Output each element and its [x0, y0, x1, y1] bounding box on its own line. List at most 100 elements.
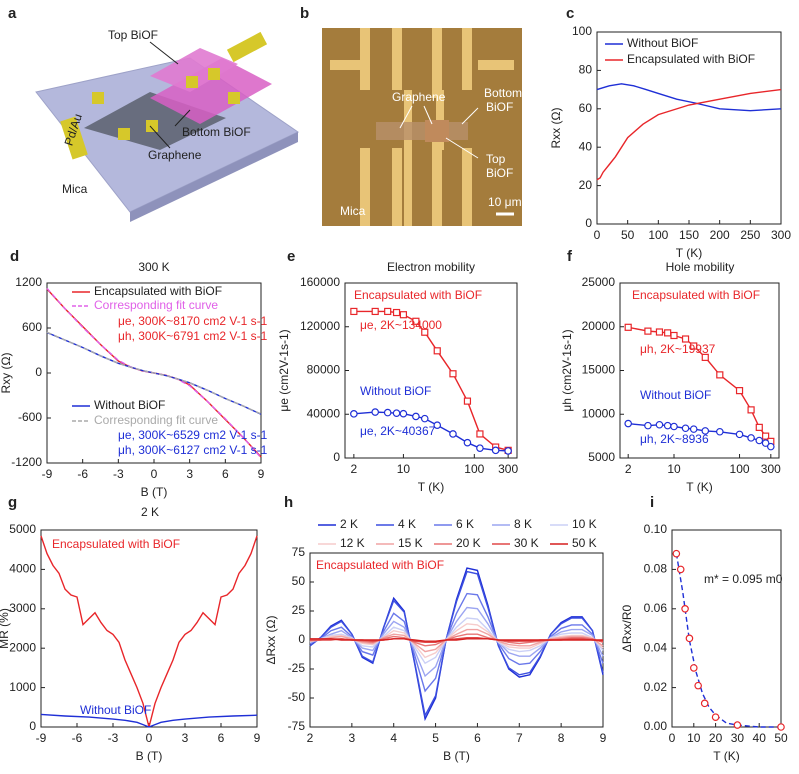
marker: [700, 699, 709, 708]
y-tick-label: 20: [579, 178, 593, 192]
marker: [371, 307, 379, 316]
marker: [689, 425, 698, 433]
y-tick-label: 20000: [582, 319, 616, 333]
y-tick-label: 0: [585, 216, 592, 230]
label: Top: [486, 152, 506, 166]
y-axis-label: Rxy (Ω): [0, 353, 13, 394]
x-tick-label: -9: [36, 731, 47, 745]
x-tick-label: 100: [730, 462, 750, 476]
x-tick-label: 6: [218, 731, 225, 745]
marker: [685, 634, 694, 643]
y-tick-label: 0: [29, 719, 36, 733]
marker: [762, 432, 770, 440]
y-axis-label: μh (cm2V-1s-1): [560, 329, 574, 411]
series-line: [46, 331, 262, 415]
series-line: [40, 713, 258, 728]
y-tick-label: 75: [292, 545, 306, 559]
chart-panel: g 2 K -9 -6 -3 0 3 6 9 0 1000 2000 3000 4000 5000 B (T)…: [0, 494, 261, 763]
marker: [701, 427, 710, 435]
y-tick-label: 2000: [9, 640, 36, 654]
annotation: Without BiOF: [360, 384, 431, 398]
series-line: [309, 592, 604, 693]
x-tick-label: 300: [498, 462, 518, 476]
y-axis-label: ΔRxx (Ω): [264, 616, 278, 665]
x-tick-label: 3: [182, 731, 189, 745]
x-tick-label: 2: [351, 462, 358, 476]
marker: [681, 604, 689, 613]
legend-label: Encapsulated with BiOF: [627, 52, 755, 66]
legend-label: 12 K: [340, 536, 365, 550]
x-tick-label: 100: [648, 228, 668, 242]
micrograph: b Graphene Bottom BiOF Top BiOF Mica 10 …: [300, 5, 522, 226]
marker: [655, 420, 664, 429]
series-line: [40, 535, 258, 728]
chart-title: Hole mobility: [666, 260, 735, 274]
legend-label: 20 K: [456, 536, 481, 550]
marker: [694, 681, 702, 690]
chart-title: 2 K: [141, 505, 159, 519]
chart-panel: f Hole mobility 2 10 100 300 5000 10000 15000 200…: [560, 248, 781, 494]
legend-label: Without BiOF: [94, 398, 165, 412]
x-tick-label: 250: [740, 228, 760, 242]
contact-pad: [226, 31, 268, 63]
x-axis-label: T (K): [713, 749, 739, 763]
chart-title: 300 K: [138, 260, 169, 274]
mica-edge: [130, 132, 298, 222]
y-axis-label: Rxx (Ω): [549, 108, 563, 149]
x-tick-label: 4: [390, 731, 397, 745]
marker: [624, 419, 632, 428]
x-tick-label: 10: [397, 462, 411, 476]
y-tick-label: 0.00: [644, 719, 668, 733]
annotation: μe, 300K~6529 cm2 V-1 s-1: [118, 428, 268, 442]
marker: [399, 409, 408, 418]
series-line: [309, 617, 604, 665]
panel-letter: f: [567, 248, 573, 265]
marker: [663, 421, 672, 430]
marker: [655, 328, 664, 336]
marker: [350, 410, 358, 418]
marker: [672, 549, 681, 558]
x-tick-label: 9: [254, 731, 261, 745]
marker: [463, 397, 472, 405]
annotation: Encapsulated with BiOF: [354, 288, 482, 302]
x-tick-label: 40: [753, 731, 767, 745]
marker: [761, 439, 770, 447]
marker: [449, 430, 457, 438]
x-axis-label: B (T): [141, 485, 168, 499]
device-illustration: a Top BiOF Pd/Au Bottom BiOF Graphene Mi…: [8, 5, 299, 222]
electrode: [186, 76, 198, 88]
x-tick-label: 3: [186, 467, 193, 481]
pointer: [445, 137, 479, 159]
annotation: μe, 2K~40367: [360, 424, 436, 438]
marker: [371, 408, 380, 416]
marker: [747, 406, 755, 414]
x-axis-label: T (K): [676, 246, 702, 260]
bottom-biof: [150, 58, 272, 124]
panel-letter: c: [566, 5, 574, 22]
y-tick-label: 5000: [588, 450, 615, 464]
legend-label: 6 K: [456, 517, 474, 531]
y-tick-label: 120000: [300, 319, 340, 333]
graphene-channel: [376, 122, 468, 140]
electrode: [228, 92, 240, 104]
marker: [433, 347, 441, 355]
top-biof: [150, 48, 238, 92]
x-axis-label: T (K): [418, 480, 444, 494]
panel-letter: g: [8, 494, 17, 511]
marker: [383, 408, 392, 417]
x-tick-label: 20: [709, 731, 723, 745]
pointer: [149, 125, 171, 149]
marker: [681, 424, 690, 433]
y-tick-label: 60: [579, 101, 593, 115]
y-tick-label: 1200: [15, 275, 42, 289]
x-axis-label: B (T): [443, 749, 470, 763]
y-tick-label: -25: [288, 661, 306, 675]
series-line: [309, 567, 604, 722]
y-tick-label: 0: [333, 450, 340, 464]
label: Mica: [62, 182, 88, 196]
annotation: μh, 300K~6127 cm2 V-1 s-1: [118, 443, 268, 457]
series-line: [309, 606, 604, 678]
x-axis-label: B (T): [136, 749, 163, 763]
series-line: [310, 638, 603, 642]
